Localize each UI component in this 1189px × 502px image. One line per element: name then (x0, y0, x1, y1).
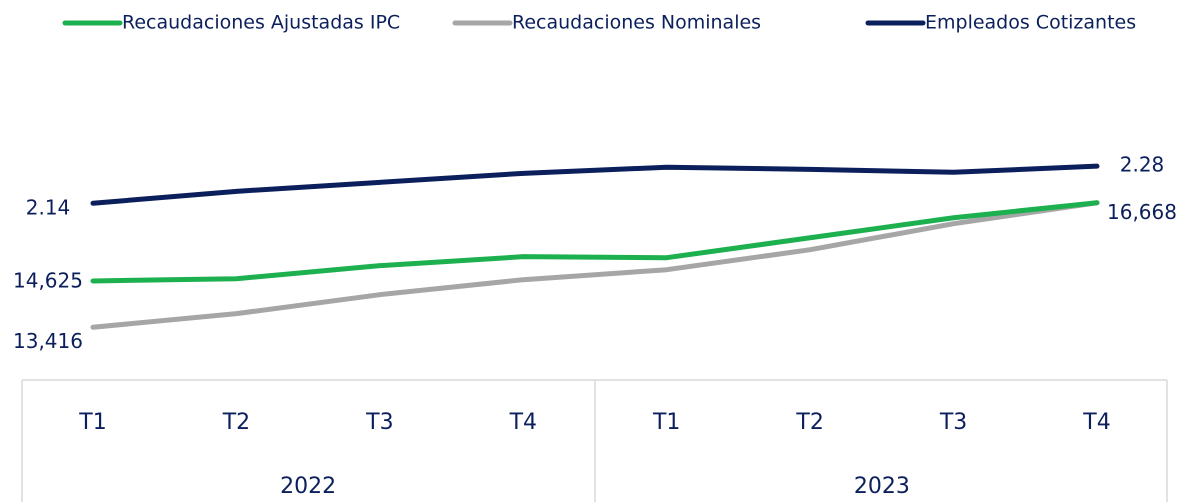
x-tick-label: T3 (365, 410, 393, 435)
data-label: 2.14 (26, 196, 71, 220)
legend-label: Recaudaciones Nominales (512, 12, 761, 34)
data-label: 14,625 (13, 268, 83, 292)
data-label: 2.28 (1120, 153, 1165, 177)
x-tick-label: T4 (509, 410, 537, 435)
x-tick-label: T2 (795, 410, 823, 435)
legend-label: Recaudaciones Ajustadas IPC (122, 12, 400, 34)
series-line (90, 163, 1100, 206)
group-label: 2022 (280, 474, 336, 499)
data-label: 13,416 (13, 329, 83, 353)
x-tick-label: T2 (222, 410, 250, 435)
series-line (90, 200, 1100, 330)
x-tick-label: T3 (939, 410, 967, 435)
x-tick-label: T1 (652, 410, 680, 435)
series-line (90, 200, 1100, 284)
group-label: 2023 (854, 474, 910, 499)
data-label: 16,668 (1107, 200, 1177, 224)
x-tick-label: T4 (1082, 410, 1110, 435)
legend-label: Empleados Cotizantes (925, 12, 1136, 34)
x-tick-label: T1 (78, 410, 106, 435)
